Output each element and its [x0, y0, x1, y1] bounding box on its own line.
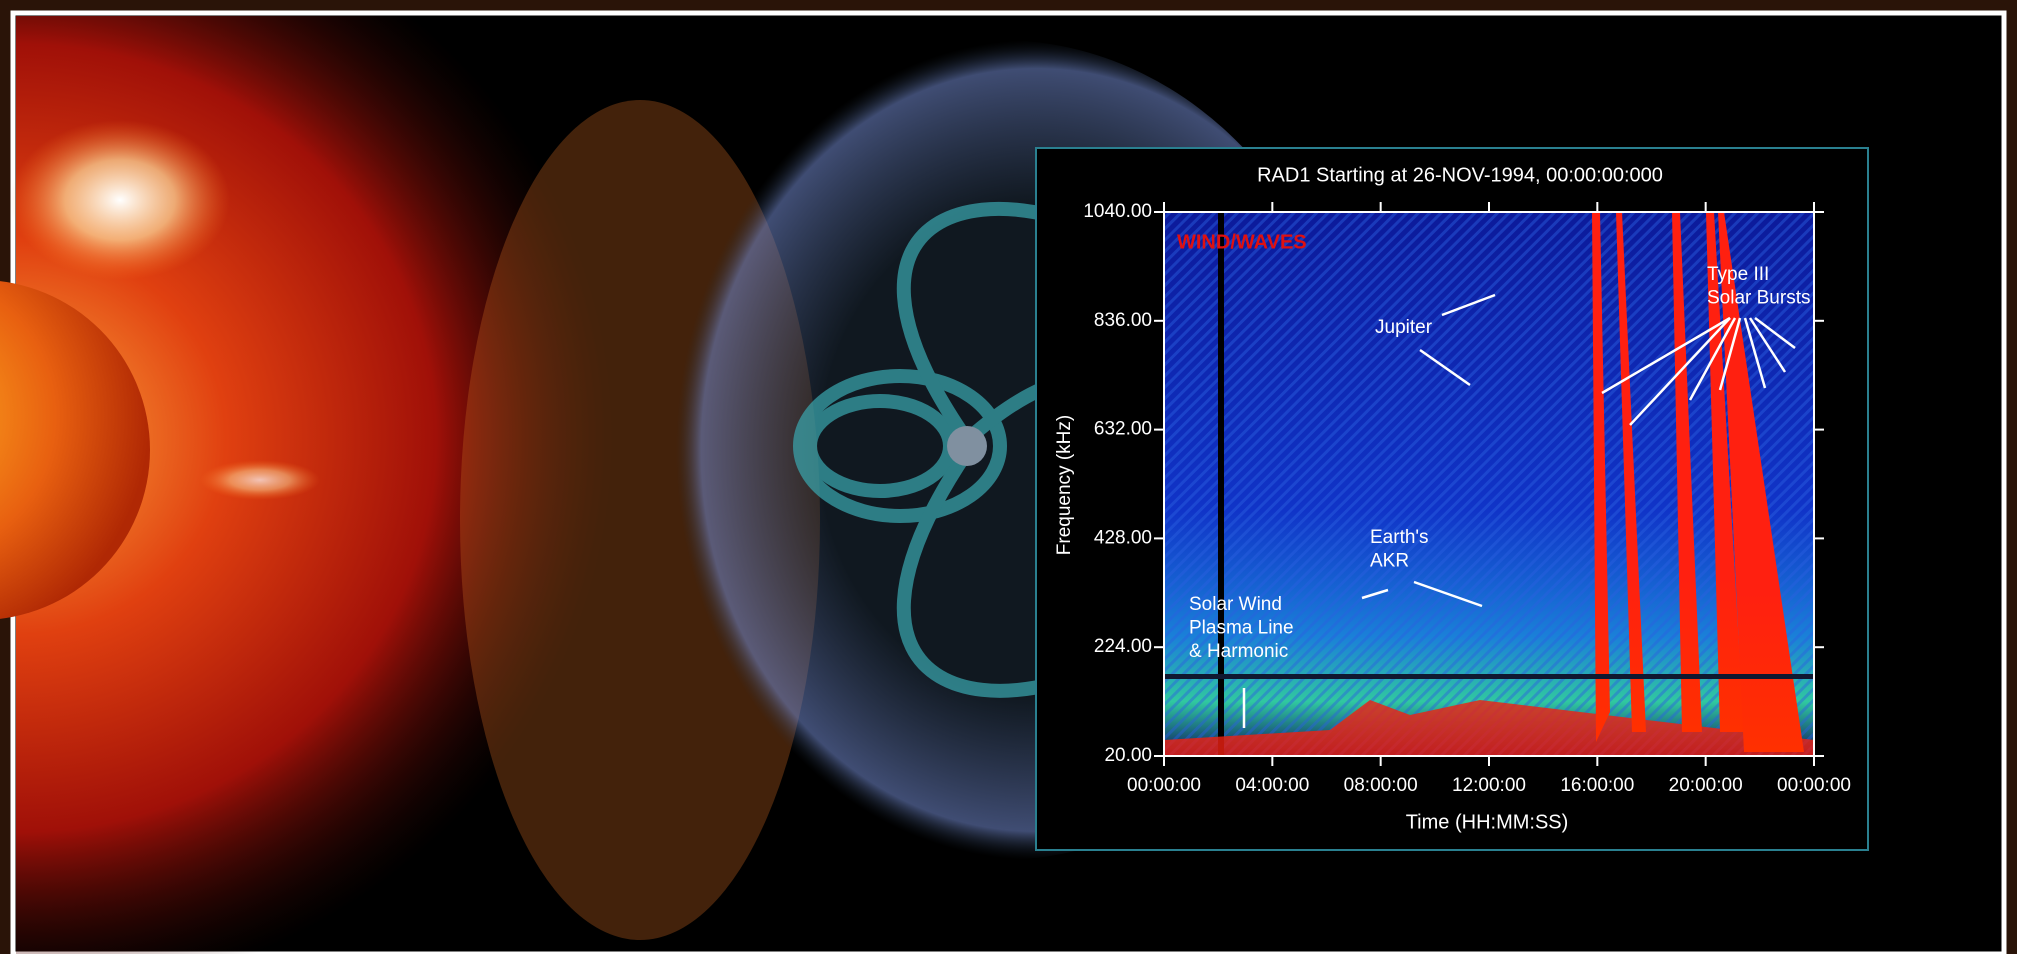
annotation: Solar Bursts [1707, 288, 1810, 309]
x-tick-label: 04:00:00 [1235, 775, 1309, 796]
x-tick-label: 08:00:00 [1344, 775, 1418, 796]
flare [10, 120, 230, 280]
annotation: Solar Wind [1189, 594, 1282, 615]
y-tick-label: 836.00 [1094, 310, 1152, 331]
sun [0, 281, 150, 619]
prominence [200, 460, 320, 500]
annotation: Earth's [1370, 527, 1429, 548]
instrument-label: WIND/WAVES [1177, 231, 1307, 253]
interference-line [1164, 674, 1814, 679]
x-tick-label: 00:00:00 [1777, 775, 1851, 796]
x-tick-label: 16:00:00 [1560, 775, 1634, 796]
x-axis-label: Time (HH:MM:SS) [1406, 811, 1569, 833]
burst-stripes [1592, 212, 1804, 752]
x-tick-label: 12:00:00 [1452, 775, 1526, 796]
x-tick-label: 20:00:00 [1669, 775, 1743, 796]
y-tick-label: 20.00 [1104, 745, 1152, 766]
chart-title: RAD1 Starting at 26-NOV-1994, 00:00:00:0… [1257, 164, 1663, 186]
annotation: Jupiter [1375, 317, 1433, 338]
y-tick-label: 632.00 [1094, 419, 1152, 440]
plasma-line [1164, 700, 1814, 756]
spectrogram-image [1164, 212, 1814, 756]
annotation: Plasma Line [1189, 618, 1294, 639]
y-tick-label: 224.00 [1094, 636, 1152, 657]
earth [947, 426, 987, 466]
annotation-arrows [1242, 293, 1796, 728]
data-gap [1218, 212, 1224, 756]
spectrogram-texture [1164, 212, 1814, 756]
y-tick-label: 1040.00 [1083, 201, 1152, 222]
y-axis-label: Frequency (kHz) [1054, 415, 1075, 555]
annotation: AKR [1370, 551, 1409, 572]
x-tick-label: 00:00:00 [1127, 775, 1201, 796]
annotation: & Harmonic [1189, 641, 1288, 662]
y-tick-label: 428.00 [1094, 527, 1152, 548]
annotation: Type III [1707, 264, 1769, 285]
